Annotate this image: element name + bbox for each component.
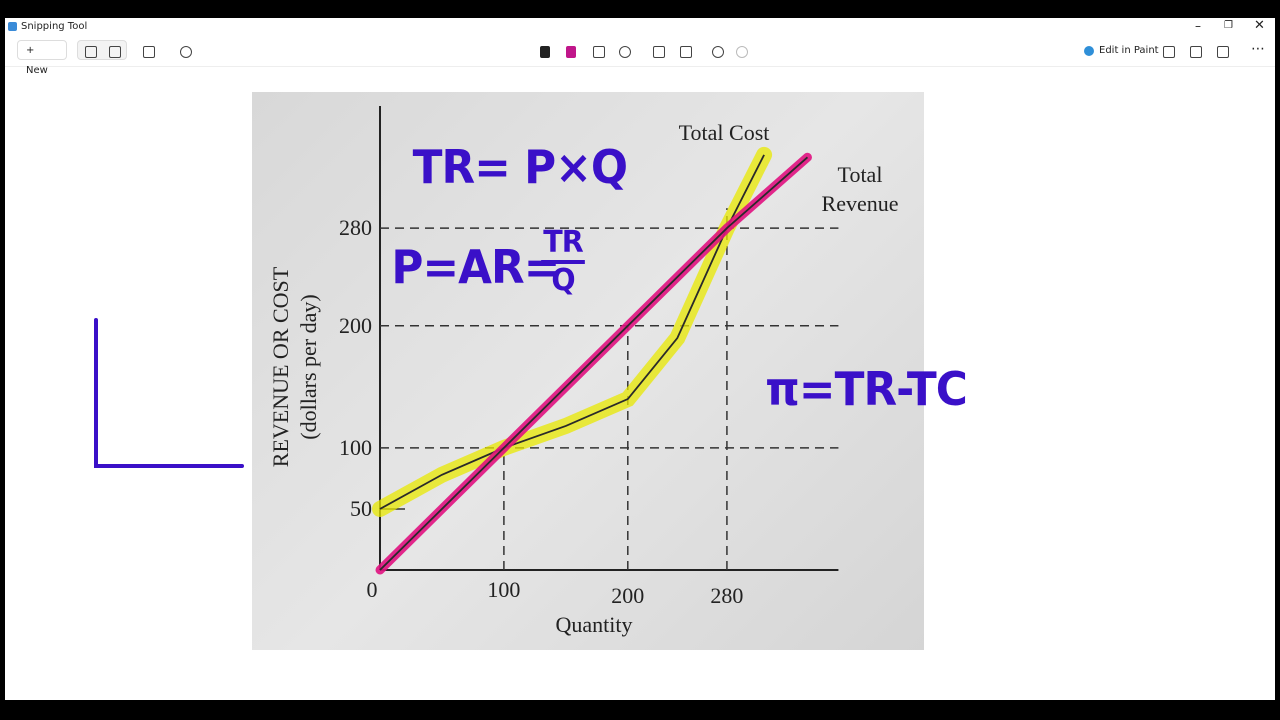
copy-icon[interactable] — [1190, 46, 1202, 58]
annotation: Q — [551, 263, 575, 298]
app-icon — [8, 22, 17, 31]
x-tick-label: 0 — [367, 577, 378, 602]
delay-icon[interactable] — [180, 46, 192, 58]
pasted-chart: 50 100 200 280 0 100 200 280 Quantity REVENUE OR … — [252, 92, 968, 650]
annotation: TR= P×Q — [412, 140, 628, 194]
redo-icon[interactable] — [736, 46, 748, 58]
new-button[interactable]: + New — [17, 40, 67, 76]
series-label-box: Total Revenue — [821, 162, 899, 216]
annotation: P=AR= — [391, 240, 560, 294]
toolbar: + New Edit in Paint ⋯ — [5, 38, 1275, 76]
more-menu[interactable]: ⋯ — [1251, 41, 1265, 57]
mode-toggle[interactable] — [77, 40, 127, 60]
series-label: Total Revenue — [821, 162, 899, 216]
save-icon[interactable] — [1163, 46, 1175, 58]
paint-icon — [1084, 46, 1094, 56]
window-title: Snipping Tool — [21, 21, 88, 32]
x-tick-label: 100 — [487, 577, 520, 602]
line — [379, 156, 809, 571]
annotation: π=TR-TC — [765, 362, 968, 416]
highlight-stroke — [375, 152, 812, 575]
undo-icon[interactable] — [712, 46, 724, 58]
edit-in-paint[interactable]: Edit in Paint — [1099, 45, 1159, 56]
fraction: TR Q — [541, 226, 585, 298]
y-axis-label: REVENUE OR COST — [268, 266, 293, 467]
y-tick-label: 200 — [339, 313, 372, 338]
screenshot-icon[interactable] — [85, 46, 97, 58]
snipping-tool-window: Snipping Tool – ❐ ✕ + New Edit in Paint … — [5, 18, 1275, 700]
video-icon[interactable] — [109, 46, 121, 58]
eraser-icon[interactable] — [593, 46, 605, 58]
share-icon[interactable] — [1217, 46, 1229, 58]
minimize[interactable]: – — [1195, 19, 1201, 33]
highlight-stroke — [372, 146, 773, 517]
highlighter-icon[interactable] — [566, 46, 576, 58]
crop-icon[interactable] — [653, 46, 665, 58]
y-tick-label: 100 — [339, 435, 372, 460]
shape-icon[interactable] — [143, 46, 155, 58]
x-axis-label: Quantity — [556, 612, 633, 637]
series-label: Total Cost — [679, 120, 770, 145]
pen-icon[interactable] — [540, 46, 550, 58]
ink-axes — [94, 318, 244, 468]
text-action-icon[interactable] — [680, 46, 692, 58]
title-bar: Snipping Tool – ❐ ✕ — [5, 18, 1275, 38]
x-tick-label: 200 — [611, 583, 644, 608]
y-tick-label: 50 — [350, 496, 372, 521]
close[interactable]: ✕ — [1254, 18, 1265, 33]
shapes-icon[interactable] — [619, 46, 631, 58]
chart: 50 100 200 280 0 100 200 280 Quantity REVENUE OR … — [268, 106, 899, 637]
y-tick-label: 280 — [339, 215, 372, 240]
ink-stroke — [94, 318, 244, 468]
y-axis-sublabel: (dollars per day) — [296, 294, 321, 439]
annotation: TR — [541, 226, 585, 264]
x-tick-label: 280 — [710, 583, 743, 608]
new-label: New — [26, 65, 48, 76]
restore[interactable]: ❐ — [1224, 20, 1233, 31]
line — [379, 154, 765, 510]
